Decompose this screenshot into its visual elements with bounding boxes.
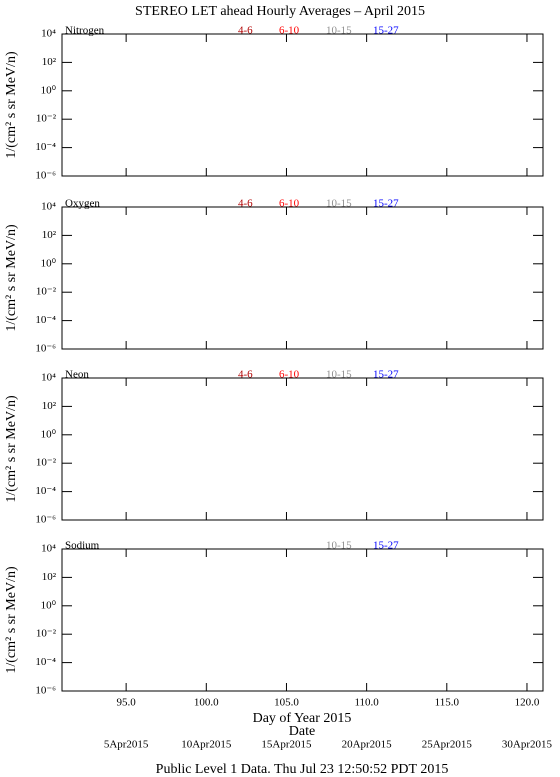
y-tick-label: 10⁻⁴ [35,314,56,326]
y-tick-label: 10⁻² [36,113,57,125]
y-tick-label: 10⁴ [41,543,56,555]
legend-entry: 15-27 [373,25,399,37]
x-tick-label: 110.0 [354,697,379,709]
footer: Public Level 1 Data. Thu Jul 23 12:50:52… [156,762,449,777]
legend-entry: 4-6 [238,198,253,210]
y-tick-label: 10⁻² [36,286,57,298]
x-tick-label: 115.0 [435,697,460,709]
panel-title: Neon [65,369,89,381]
date-tick-label: 10Apr2015 [181,739,232,751]
panel-title: Nitrogen [65,25,105,37]
y-tick-label: 10⁴ [41,201,56,213]
legend-entry: 6-10 [279,198,300,210]
plot-frame [61,377,544,521]
y-tick-label: 10⁻⁴ [35,141,56,153]
legend-entry: 10-15 [326,540,352,552]
legend-entry: 4-6 [238,369,253,381]
y-tick-label: 10⁻⁴ [35,656,56,668]
y-tick-label: 10⁰ [41,257,57,269]
y-axis-label: 1/(cm² s sr MeV/n) [4,395,19,503]
y-axis-label: 1/(cm² s sr MeV/n) [4,51,19,159]
legend-entry: 10-15 [326,198,352,210]
legend-entry: 15-27 [373,540,399,552]
date-tick-label: 30Apr2015 [502,739,553,751]
panel-title: Sodium [65,540,100,552]
date-tick-label: 25Apr2015 [422,739,473,751]
y-tick-label: 10² [42,400,57,412]
date-tick-label: 20Apr2015 [342,739,393,751]
date-tick-label: 15Apr2015 [261,739,312,751]
legend-entry: 15-27 [373,369,399,381]
y-tick-label: 10² [42,229,57,241]
legend-entry: 15-27 [373,198,399,210]
y-tick-label: 10⁻⁶ [35,343,56,355]
y-axis-label: 1/(cm² s sr MeV/n) [4,224,19,332]
y-axis-label: 1/(cm² s sr MeV/n) [4,566,19,674]
x-tick-label: 105.0 [274,697,299,709]
legend-entry: 10-15 [326,25,352,37]
y-tick-label: 10⁻² [36,457,57,469]
date-tick-label: 5Apr2015 [104,739,149,751]
y-tick-label: 10⁰ [41,84,57,96]
legend-entry: 4-6 [238,25,253,37]
y-tick-label: 10⁰ [41,599,57,611]
y-tick-label: 10⁻² [36,628,57,640]
y-tick-label: 10² [42,571,57,583]
y-tick-label: 10⁻⁶ [35,514,56,526]
x-tick-label: 95.0 [117,697,137,709]
y-tick-label: 10⁰ [41,428,57,440]
date-axis-label: Date [289,724,315,739]
y-tick-label: 10⁻⁶ [35,170,56,182]
legend-entry: 6-10 [279,25,300,37]
x-axis-label: Day of Year 2015 [253,711,352,726]
plot-frame [61,33,544,177]
y-tick-label: 10² [42,56,57,68]
y-tick-label: 10⁴ [41,372,56,384]
plot-frame [61,206,544,350]
panel-title: Oxygen [65,198,100,210]
chart-title: STEREO LET ahead Hourly Averages – April… [135,4,425,19]
y-tick-label: 10⁻⁴ [35,485,56,497]
legend-entry: 10-15 [326,369,352,381]
legend-entry: 6-10 [279,369,300,381]
x-tick-label: 100.0 [194,697,219,709]
y-tick-label: 10⁻⁶ [35,685,56,697]
y-tick-label: 10⁴ [41,28,56,40]
x-tick-label: 120.0 [515,697,540,709]
plot-frame [61,548,544,692]
